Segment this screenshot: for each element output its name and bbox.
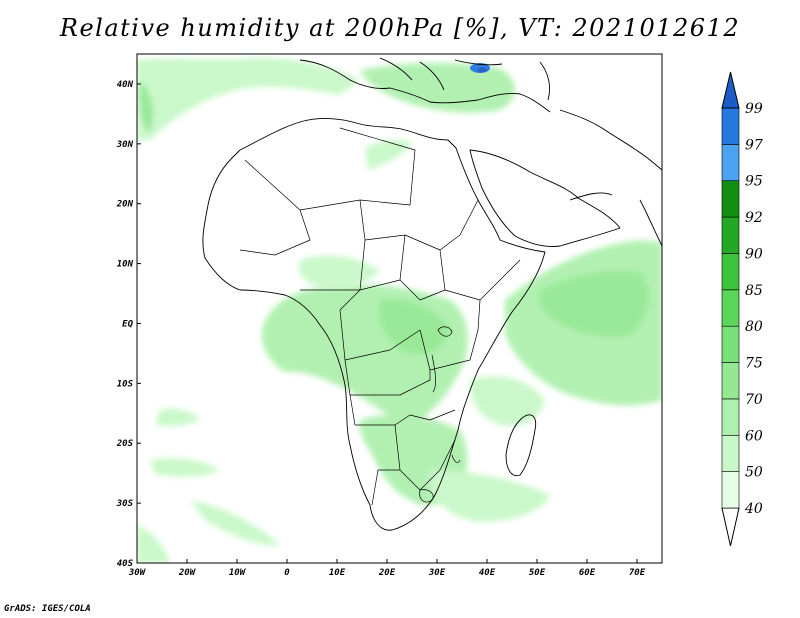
arabia-coastline <box>469 149 621 247</box>
colorbar-bin <box>721 471 740 509</box>
colorbar-bin <box>721 107 740 145</box>
axis-ticks: 30W 20W 10W 0 10E 20E 30E 40E 50E 60E 70E 40N 30N 20N… <box>116 80 646 578</box>
colorbar-bin <box>721 398 740 436</box>
lat-tick-label: 30S <box>116 499 134 509</box>
lon-tick-label: 30W <box>128 568 147 578</box>
colorbar-under-triangle <box>721 507 740 547</box>
colorbar-bin <box>721 180 740 218</box>
africa-coastline <box>202 117 546 531</box>
map-title: Relative humidity at 200hPa [%], VT: 202… <box>59 14 741 42</box>
lon-tick-label: 10W <box>229 568 247 578</box>
colorbar-label: 40 <box>744 501 763 517</box>
lat-tick-label: 20S <box>116 439 134 449</box>
colorbar-label: 50 <box>745 465 763 481</box>
colorbar-bin <box>721 325 740 363</box>
colorbar-label: 70 <box>745 392 763 408</box>
colorbar-bin <box>721 253 740 291</box>
humidity-region-north-atlantic-2 <box>138 80 154 132</box>
lat-tick-label: 10N <box>117 260 134 270</box>
lat-tick-label: EQ <box>122 319 133 329</box>
lat-tick-label: 30N <box>116 140 134 150</box>
colorbar-bin <box>721 216 740 254</box>
lon-tick-label: 10E <box>329 568 346 578</box>
lat-tick-label: 20N <box>116 200 134 210</box>
colorbar-bin <box>721 362 740 400</box>
lon-tick-label: 60E <box>579 568 596 578</box>
humidity-region-north-atlantic <box>137 57 360 140</box>
colorbar-label: 95 <box>745 174 763 190</box>
colorbar-label: 97 <box>745 137 763 153</box>
colorbar-bin <box>721 144 740 182</box>
colorbar-label: 80 <box>745 319 763 335</box>
colorbar-over-triangle <box>721 71 740 109</box>
lat-tick-label: 40N <box>117 80 134 90</box>
lon-tick-label: 0 <box>284 568 290 578</box>
lon-tick-label: 30E <box>428 568 446 578</box>
colorbar-label: 60 <box>745 428 763 444</box>
madagascar-coastline <box>505 414 537 477</box>
europe-coastline <box>299 59 551 113</box>
colorbar-label: 90 <box>745 246 763 262</box>
lon-tick-label: 50E <box>529 568 546 578</box>
lon-tick-label: 40E <box>479 568 496 578</box>
colorbar-label: 75 <box>745 356 763 372</box>
colorbar-label: 85 <box>745 283 763 299</box>
colorbar-bin <box>721 434 740 472</box>
colorbar: 40 50 60 70 75 80 85 90 92 95 97 99 <box>721 71 763 547</box>
lon-tick-label: 20W <box>178 568 197 578</box>
colorbar-label: 92 <box>745 210 763 226</box>
credit-label: GrADS: IGES/COLA <box>4 604 91 614</box>
coastlines <box>202 57 662 531</box>
lat-tick-label: 10S <box>117 379 134 389</box>
lon-tick-label: 70E <box>629 568 646 578</box>
colorbar-bin <box>721 289 740 327</box>
colorbar-label: 99 <box>745 101 763 117</box>
lon-tick-label: 20E <box>378 568 396 578</box>
map-frame <box>136 53 663 564</box>
lat-tick-label: 40S <box>117 559 134 569</box>
